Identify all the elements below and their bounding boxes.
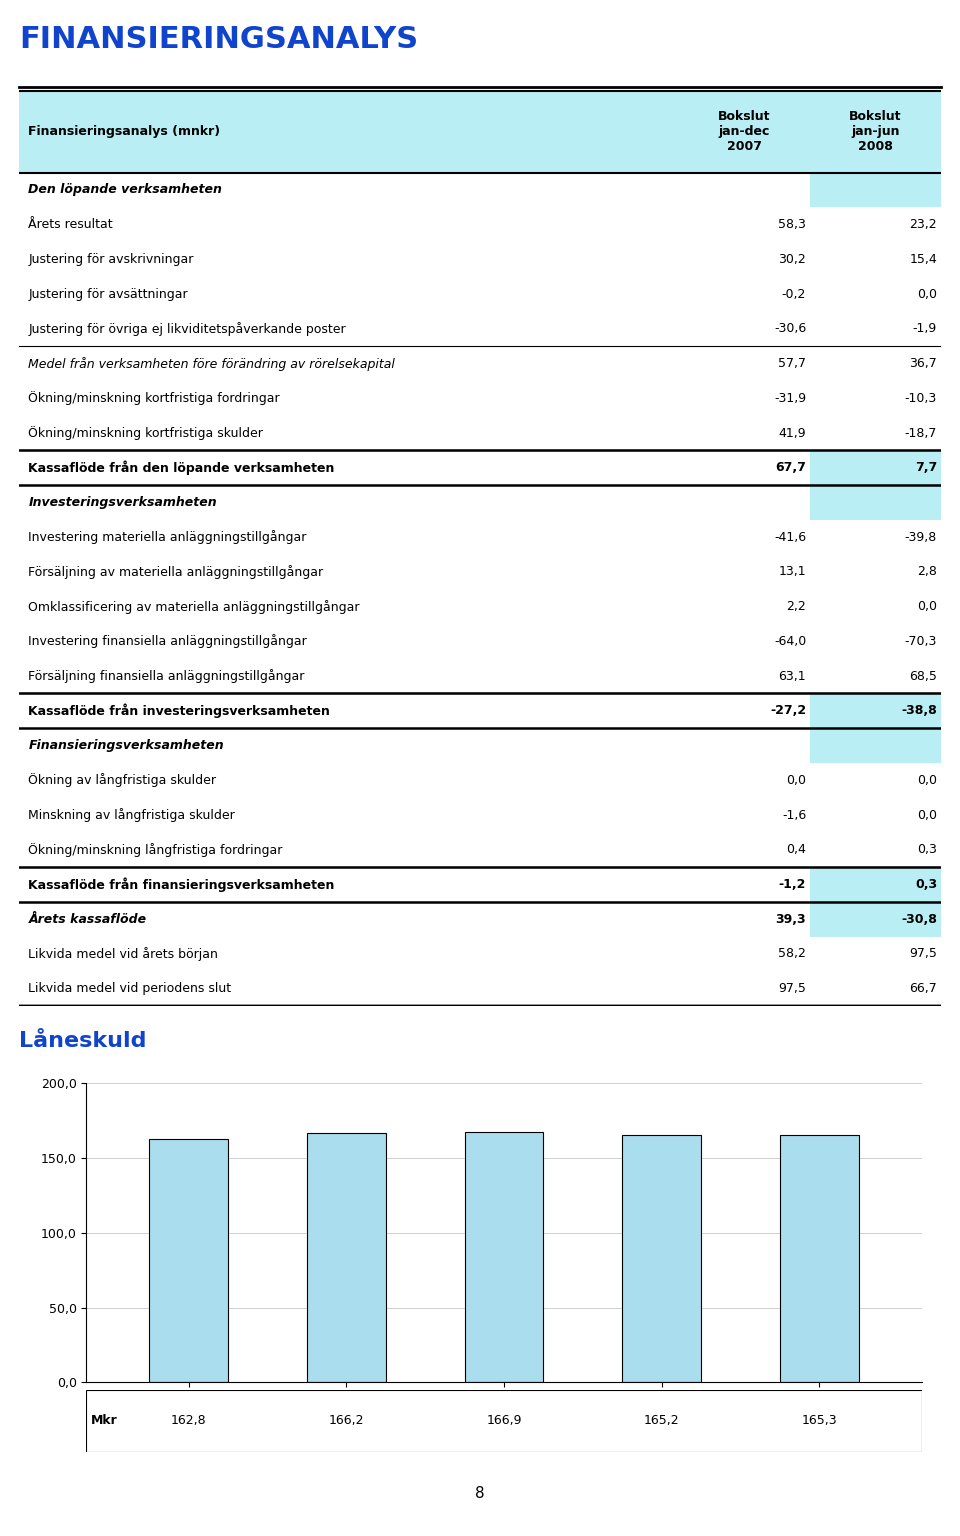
Text: Kassaflöde från den löpande verksamheten: Kassaflöde från den löpande verksamheten <box>29 461 335 475</box>
Text: 58,2: 58,2 <box>779 948 806 960</box>
Text: -41,6: -41,6 <box>774 531 806 544</box>
Text: Mkr: Mkr <box>91 1415 118 1427</box>
Text: -31,9: -31,9 <box>774 392 806 406</box>
Text: -18,7: -18,7 <box>904 427 937 439</box>
Text: Omklassificering av materiella anläggningstillgångar: Omklassificering av materiella anläggnin… <box>29 599 360 614</box>
Text: 0,4: 0,4 <box>786 843 806 856</box>
Text: Ökning av långfristiga skulder: Ökning av långfristiga skulder <box>29 773 216 788</box>
Text: Bokslut
jan-jun
2008: Bokslut jan-jun 2008 <box>849 111 901 154</box>
Text: 0,0: 0,0 <box>917 774 937 786</box>
Text: 0,3: 0,3 <box>915 879 937 891</box>
Text: 39,3: 39,3 <box>776 912 806 926</box>
Text: Likvida medel vid årets början: Likvida medel vid årets början <box>29 948 218 962</box>
Text: Medel från verksamheten före förändring av rörelsekapital: Medel från verksamheten före förändring … <box>29 356 396 370</box>
Text: Justering för avskrivningar: Justering för avskrivningar <box>29 253 194 266</box>
Text: 165,2: 165,2 <box>644 1415 680 1427</box>
Text: 41,9: 41,9 <box>779 427 806 439</box>
Text: -0,2: -0,2 <box>781 287 806 301</box>
Text: 68,5: 68,5 <box>909 670 937 682</box>
Text: -1,9: -1,9 <box>913 323 937 335</box>
Text: Årets resultat: Årets resultat <box>29 218 113 230</box>
Text: Investering finansiella anläggningstillgångar: Investering finansiella anläggningstillg… <box>29 634 307 648</box>
Text: -27,2: -27,2 <box>770 705 806 717</box>
Text: 13,1: 13,1 <box>779 565 806 579</box>
Text: -38,8: -38,8 <box>901 705 937 717</box>
Text: 63,1: 63,1 <box>779 670 806 682</box>
Text: 0,0: 0,0 <box>917 287 937 301</box>
Text: Minskning av långfristiga skulder: Minskning av långfristiga skulder <box>29 808 235 822</box>
Text: Ökning/minskning kortfristiga fordringar: Ökning/minskning kortfristiga fordringar <box>29 392 280 406</box>
Text: 97,5: 97,5 <box>909 948 937 960</box>
Text: -70,3: -70,3 <box>904 634 937 648</box>
Text: Justering för avsättningar: Justering för avsättningar <box>29 287 188 301</box>
Text: -39,8: -39,8 <box>905 531 937 544</box>
Text: -64,0: -64,0 <box>774 634 806 648</box>
Text: Årets kassaflöde: Årets kassaflöde <box>29 912 147 926</box>
Text: 2,2: 2,2 <box>786 601 806 613</box>
Bar <box>465 1132 543 1382</box>
Text: Ökning/minskning kortfristiga skulder: Ökning/minskning kortfristiga skulder <box>29 425 263 439</box>
Text: 23,2: 23,2 <box>909 218 937 230</box>
Text: 58,3: 58,3 <box>779 218 806 230</box>
Text: 165,3: 165,3 <box>802 1415 837 1427</box>
Text: Justering för övriga ej likviditetspåverkande poster: Justering för övriga ej likviditetspåver… <box>29 323 346 336</box>
Text: -1,2: -1,2 <box>779 879 806 891</box>
Text: 162,8: 162,8 <box>171 1415 206 1427</box>
FancyBboxPatch shape <box>19 91 941 172</box>
Text: 66,7: 66,7 <box>909 982 937 995</box>
Text: 30,2: 30,2 <box>779 253 806 266</box>
Text: Ökning/minskning långfristiga fordringar: Ökning/minskning långfristiga fordringar <box>29 843 283 857</box>
Text: Finansieringsanalys (mnkr): Finansieringsanalys (mnkr) <box>29 124 221 138</box>
Text: 166,2: 166,2 <box>328 1415 364 1427</box>
Text: 8: 8 <box>475 1487 485 1501</box>
Text: 97,5: 97,5 <box>779 982 806 995</box>
Text: 36,7: 36,7 <box>909 356 937 370</box>
Text: 15,4: 15,4 <box>909 253 937 266</box>
Text: Likvida medel vid periodens slut: Likvida medel vid periodens slut <box>29 982 231 995</box>
Text: 0,0: 0,0 <box>786 774 806 786</box>
Text: 0,3: 0,3 <box>917 843 937 856</box>
Text: Försäljning av materiella anläggningstillgångar: Försäljning av materiella anläggningstil… <box>29 565 324 579</box>
Text: 57,7: 57,7 <box>779 356 806 370</box>
Text: Låneskuld: Låneskuld <box>19 1031 147 1051</box>
FancyBboxPatch shape <box>810 902 941 937</box>
Bar <box>150 1138 228 1382</box>
Text: -1,6: -1,6 <box>782 808 806 822</box>
FancyBboxPatch shape <box>810 172 941 207</box>
FancyBboxPatch shape <box>86 1390 922 1452</box>
Text: 0,0: 0,0 <box>917 601 937 613</box>
Text: -30,8: -30,8 <box>901 912 937 926</box>
FancyBboxPatch shape <box>810 693 941 728</box>
Text: 7,7: 7,7 <box>915 461 937 475</box>
Text: Finansieringsverksamheten: Finansieringsverksamheten <box>29 739 224 753</box>
Text: -10,3: -10,3 <box>905 392 937 406</box>
Text: Kassaflöde från investeringsverksamheten: Kassaflöde från investeringsverksamheten <box>29 703 330 719</box>
Text: Försäljning finansiella anläggningstillgångar: Försäljning finansiella anläggningstillg… <box>29 670 304 684</box>
FancyBboxPatch shape <box>810 485 941 519</box>
Text: Bokslut
jan-dec
2007: Bokslut jan-dec 2007 <box>718 111 770 154</box>
Text: -30,6: -30,6 <box>774 323 806 335</box>
Text: Kassaflöde från finansieringsverksamheten: Kassaflöde från finansieringsverksamhete… <box>29 877 335 892</box>
Bar <box>307 1134 386 1382</box>
Text: 2,8: 2,8 <box>917 565 937 579</box>
Text: Den löpande verksamheten: Den löpande verksamheten <box>29 183 223 197</box>
FancyBboxPatch shape <box>810 450 941 485</box>
Text: 166,9: 166,9 <box>487 1415 521 1427</box>
FancyBboxPatch shape <box>810 728 941 763</box>
Text: Investeringsverksamheten: Investeringsverksamheten <box>29 496 217 508</box>
Text: 67,7: 67,7 <box>776 461 806 475</box>
Bar <box>622 1135 701 1382</box>
Bar <box>780 1135 858 1382</box>
FancyBboxPatch shape <box>810 868 941 902</box>
Text: FINANSIERINGSANALYS: FINANSIERINGSANALYS <box>19 26 419 54</box>
Text: 0,0: 0,0 <box>917 808 937 822</box>
Text: Investering materiella anläggningstillgångar: Investering materiella anläggningstillgå… <box>29 530 307 544</box>
